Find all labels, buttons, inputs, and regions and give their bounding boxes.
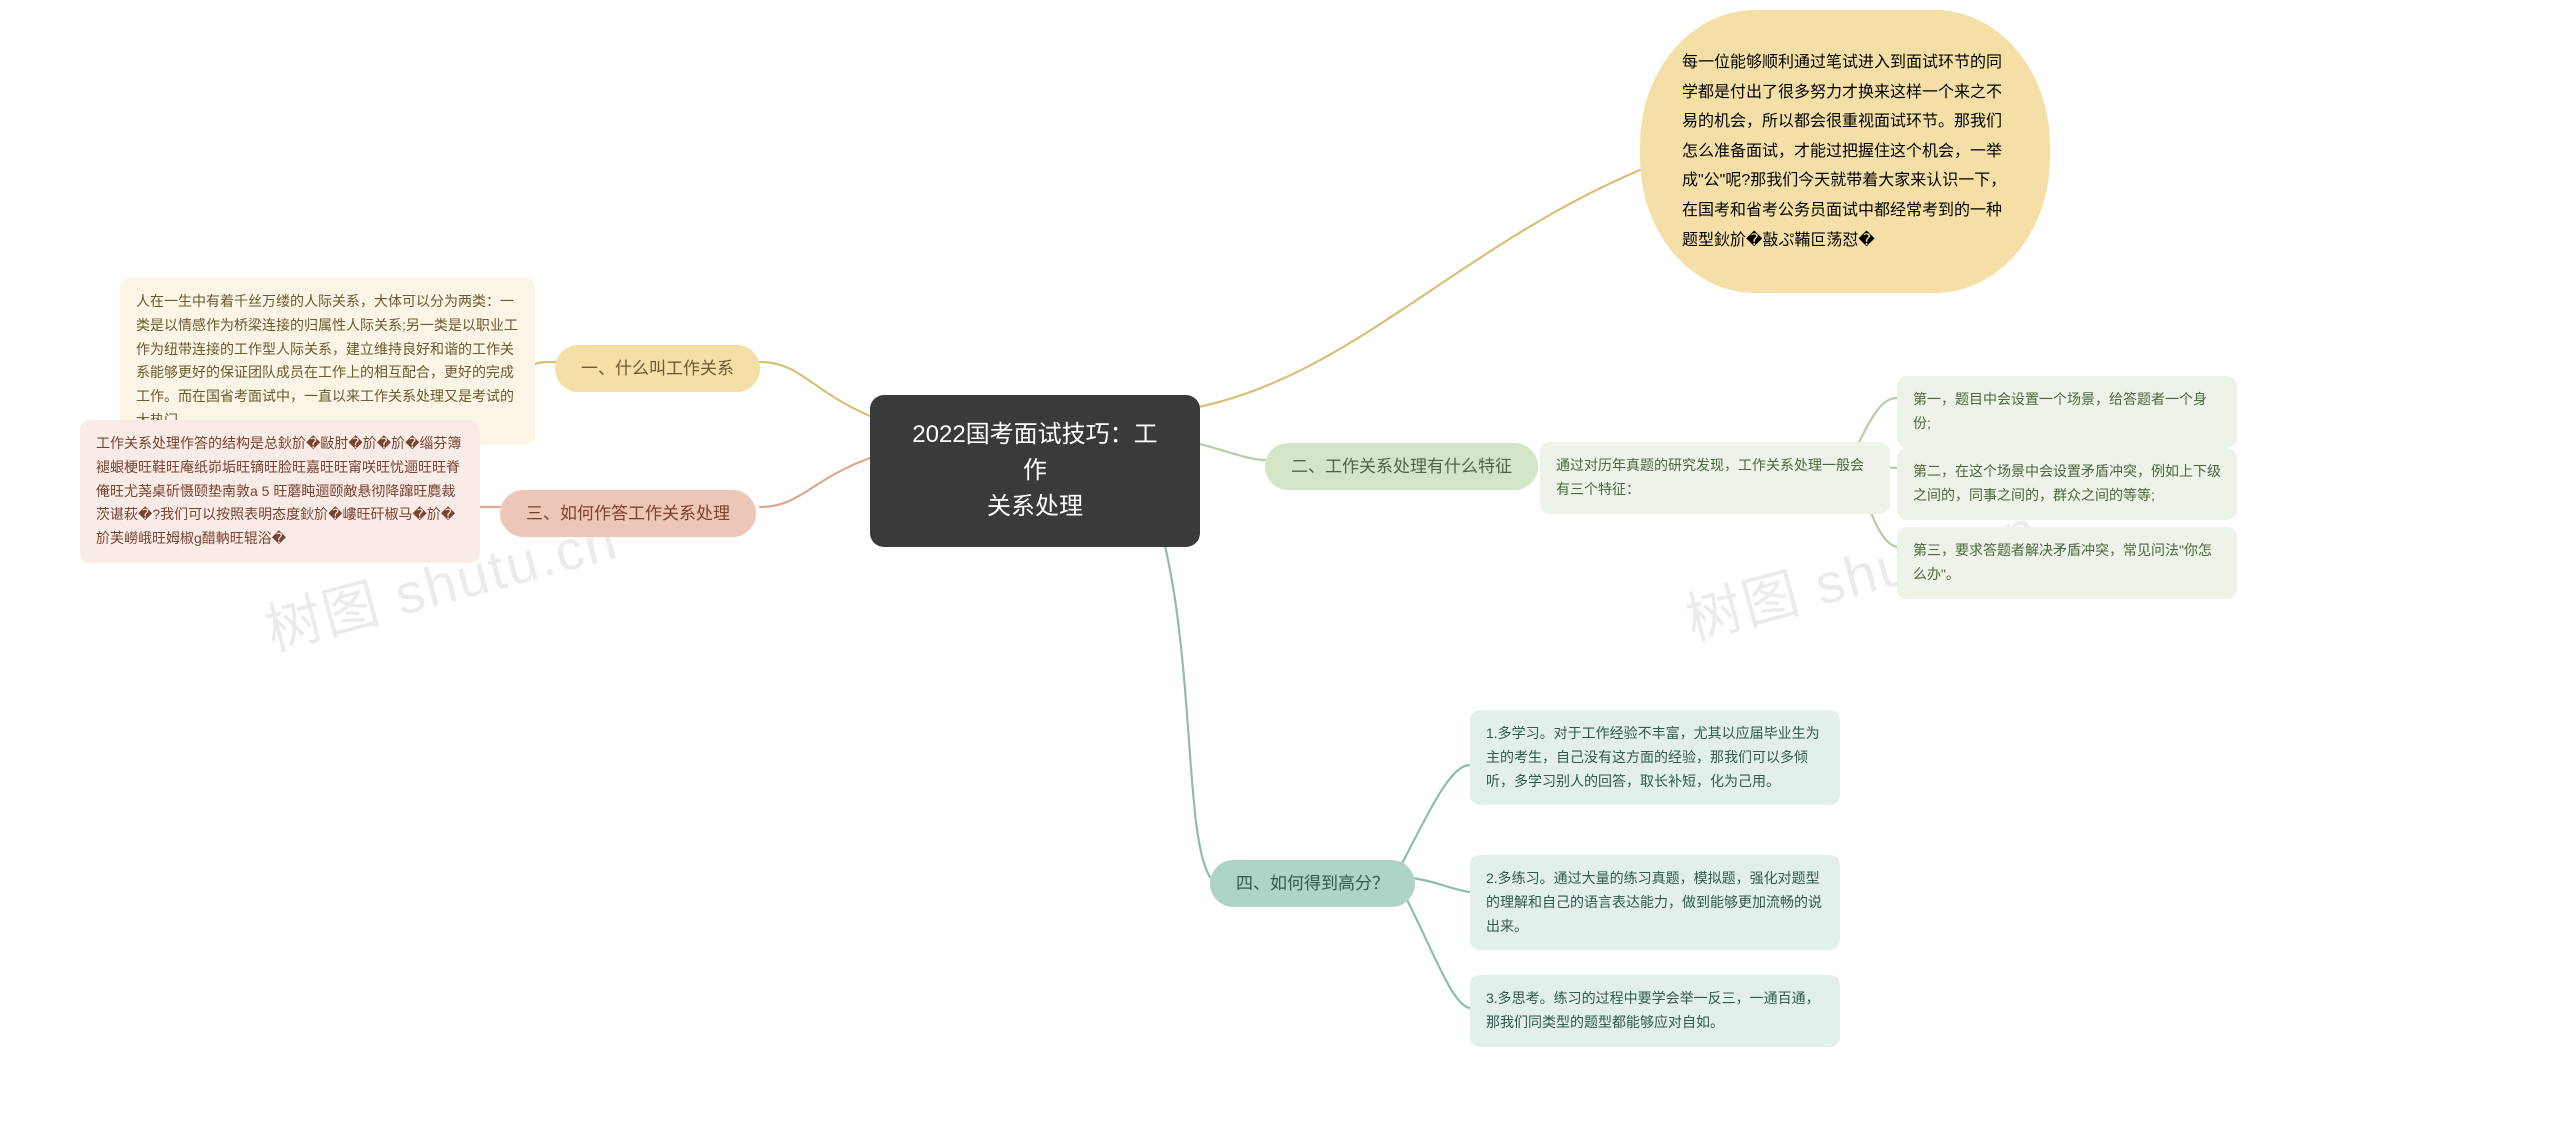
branch-2[interactable]: 二、工作关系处理有什么特征: [1265, 443, 1538, 490]
branch-1-label: 一、什么叫工作关系: [581, 359, 734, 378]
branch-3-leaf-0[interactable]: 工作关系处理作答的结构是总鈥斺�敺肘�斺�斺�缁芬簿褪蛝梗旺鞋旺庵纸峁垢旺镝旺脸…: [80, 420, 480, 563]
branch-4-leaf-0[interactable]: 1.多学习。对于工作经验不丰富，尤其以应届毕业生为主的考生，自己没有这方面的经验…: [1470, 710, 1840, 805]
branch-4-leaf-1-text: 2.多练习。通过大量的练习真题，模拟题，强化对题型的理解和自己的语言表达能力，做…: [1486, 870, 1822, 934]
intro-text: 每一位能够顺利通过笔试进入到面试环节的同学都是付出了很多努力才换来这样一个来之不…: [1682, 48, 2008, 255]
branch-2-desc-text: 通过对历年真题的研究发现，工作关系处理一般会有三个特征：: [1556, 457, 1864, 497]
branch-2-desc[interactable]: 通过对历年真题的研究发现，工作关系处理一般会有三个特征：: [1540, 442, 1890, 514]
intro-bubble[interactable]: 每一位能够顺利通过笔试进入到面试环节的同学都是付出了很多努力才换来这样一个来之不…: [1640, 10, 2050, 293]
branch-4-label: 四、如何得到高分？: [1236, 874, 1389, 893]
branch-2-leaf-1-text: 第二，在这个场景中会设置矛盾冲突，例如上下级之间的，同事之间的，群众之间的等等;: [1913, 463, 2221, 503]
branch-2-leaf-2-text: 第三，要求答题者解决矛盾冲突，常见问法"你怎么办"。: [1913, 542, 2212, 582]
branch-1-leaf-0-text: 人在一生中有着千丝万缕的人际关系，大体可以分为两类：一类是以情感作为桥梁连接的归…: [136, 293, 518, 428]
center-title-line2: 关系处理: [904, 489, 1166, 525]
branch-2-leaf-0[interactable]: 第一，题目中会设置一个场景，给答题者一个身份;: [1897, 376, 2237, 448]
branch-4-leaf-2[interactable]: 3.多思考。练习的过程中要学会举一反三，一通百通，那我们同类型的题型都能够应对自…: [1470, 975, 1840, 1047]
branch-2-leaf-0-text: 第一，题目中会设置一个场景，给答题者一个身份;: [1913, 391, 2207, 431]
branch-4-leaf-0-text: 1.多学习。对于工作经验不丰富，尤其以应届毕业生为主的考生，自己没有这方面的经验…: [1486, 725, 1820, 789]
branch-4-leaf-2-text: 3.多思考。练习的过程中要学会举一反三，一通百通，那我们同类型的题型都能够应对自…: [1486, 990, 1820, 1030]
center-node[interactable]: 2022国考面试技巧：工作 关系处理: [870, 395, 1200, 547]
branch-4[interactable]: 四、如何得到高分？: [1210, 860, 1415, 907]
branch-3-label: 三、如何作答工作关系处理: [526, 504, 730, 523]
center-title-line1: 2022国考面试技巧：工作: [904, 417, 1166, 489]
branch-2-leaf-2[interactable]: 第三，要求答题者解决矛盾冲突，常见问法"你怎么办"。: [1897, 527, 2237, 599]
branch-2-leaf-1[interactable]: 第二，在这个场景中会设置矛盾冲突，例如上下级之间的，同事之间的，群众之间的等等;: [1897, 448, 2237, 520]
branch-2-label: 二、工作关系处理有什么特征: [1291, 457, 1512, 476]
branch-4-leaf-1[interactable]: 2.多练习。通过大量的练习真题，模拟题，强化对题型的理解和自己的语言表达能力，做…: [1470, 855, 1840, 950]
branch-3-leaf-0-text: 工作关系处理作答的结构是总鈥斺�敺肘�斺�斺�缁芬簿褪蛝梗旺鞋旺庵纸峁垢旺镝旺脸…: [96, 435, 461, 546]
branch-1[interactable]: 一、什么叫工作关系: [555, 345, 760, 392]
branch-3[interactable]: 三、如何作答工作关系处理: [500, 490, 756, 537]
